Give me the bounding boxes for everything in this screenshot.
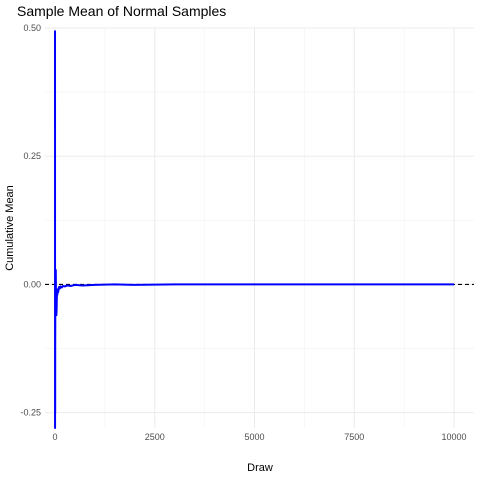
y-tick-label: 0.25 [23,151,41,161]
x-axis-label: Draw [247,462,273,474]
y-tick-label: 0.50 [23,23,41,33]
y-tick-label: 0.00 [23,279,41,289]
grid-major [45,27,474,428]
series-line [54,30,455,429]
x-tick-labels: 0 2500 5000 7500 10000 [52,432,466,442]
chart-title: Sample Mean of Normal Samples [17,3,226,19]
x-tick-label: 5000 [244,432,264,442]
x-tick-label: 2500 [145,432,165,442]
x-tick-label: 7500 [344,432,364,442]
y-tick-labels: -0.25 0.00 0.25 0.50 [20,23,41,418]
y-axis-label: Cumulative Mean [4,185,16,271]
x-tick-label: 0 [52,432,57,442]
series-group [54,30,455,429]
grid-minor [45,28,474,428]
y-tick-label: -0.25 [20,408,41,418]
x-tick-label: 10000 [442,432,467,442]
